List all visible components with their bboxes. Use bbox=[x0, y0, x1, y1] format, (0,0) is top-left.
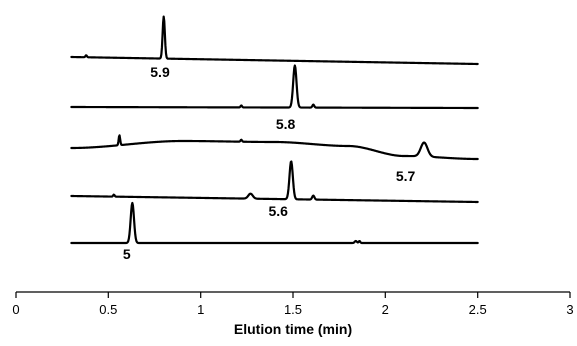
trace-5 bbox=[70, 201, 479, 245]
x-tick-label: 1.5 bbox=[284, 302, 302, 317]
trace-label: 5 bbox=[123, 246, 131, 262]
x-tick-group: 0 0.5 1 1.5 2 2.5 3 bbox=[12, 292, 574, 317]
trace-label: 5.8 bbox=[276, 116, 296, 132]
trace-label: 5.6 bbox=[268, 203, 288, 219]
x-tick-label: 0.5 bbox=[99, 302, 117, 317]
trace-5-7 bbox=[70, 134, 479, 161]
x-axis: 0 0.5 1 1.5 2 2.5 3 bbox=[12, 291, 574, 317]
trace-5-9 bbox=[70, 15, 479, 66]
trace-label: 5.9 bbox=[150, 64, 170, 80]
trace-group bbox=[70, 15, 479, 245]
x-tick-label: 2 bbox=[382, 302, 389, 317]
x-tick-label: 1 bbox=[197, 302, 204, 317]
x-tick-label: 2.5 bbox=[469, 302, 487, 317]
x-tick-label: 0 bbox=[12, 302, 19, 317]
trace-5-8 bbox=[70, 64, 479, 110]
trace-5-6 bbox=[70, 160, 479, 204]
trace-label-group: 5.9 5.8 5.7 5.6 5 bbox=[123, 64, 416, 262]
x-axis-title: Elution time (min) bbox=[234, 321, 352, 337]
x-tick-label: 3 bbox=[566, 302, 573, 317]
trace-label: 5.7 bbox=[396, 168, 416, 184]
